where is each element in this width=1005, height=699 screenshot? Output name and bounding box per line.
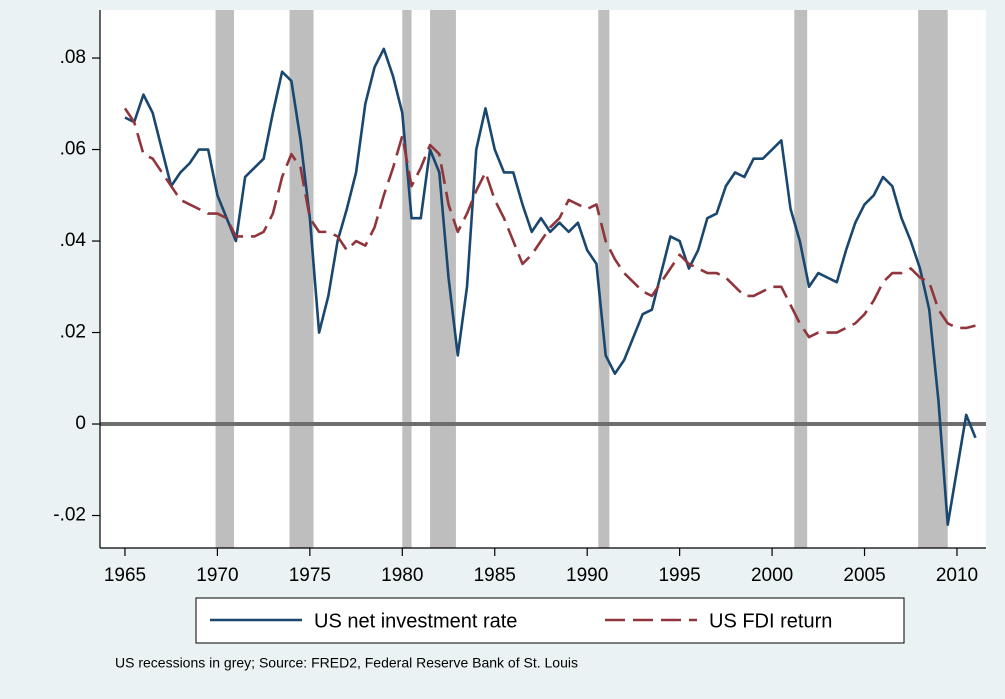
x-tick-label: 1980 bbox=[381, 565, 423, 586]
x-tick-label: 1965 bbox=[104, 565, 146, 586]
x-tick-label: 1975 bbox=[289, 565, 331, 586]
y-tick-label: .06 bbox=[60, 139, 86, 160]
x-tick-label: 2010 bbox=[936, 565, 978, 586]
series-lines bbox=[123, 47, 977, 526]
recession-band bbox=[794, 10, 808, 548]
x-tick-label: 2005 bbox=[843, 565, 885, 586]
recession-band bbox=[215, 10, 235, 548]
series-line bbox=[124, 47, 977, 526]
legend-label: US FDI return bbox=[709, 610, 832, 632]
x-tick-label: 1995 bbox=[658, 565, 700, 586]
legend-box bbox=[195, 597, 905, 644]
legend: US net investment rate US FDI return bbox=[210, 610, 832, 632]
x-tick-label: 1985 bbox=[474, 565, 516, 586]
y-tick-label: .02 bbox=[60, 322, 86, 343]
y-tick-label: .08 bbox=[60, 47, 86, 68]
legend-label: US net investment rate bbox=[314, 610, 517, 632]
x-tick-label: 1990 bbox=[566, 565, 608, 586]
y-tick-label: -.02 bbox=[53, 505, 86, 526]
source-note: US recessions in grey; Source: FRED2, Fe… bbox=[115, 655, 578, 671]
recession-band bbox=[430, 10, 456, 548]
y-tick-label: 0 bbox=[75, 413, 86, 434]
x-tick-label: 2000 bbox=[751, 565, 793, 586]
x-tick-label: 1970 bbox=[196, 565, 238, 586]
recession-band bbox=[598, 10, 610, 548]
recession-band bbox=[402, 10, 412, 548]
y-tick-label: .04 bbox=[60, 230, 87, 251]
axes: -.02 0 .02 .04 .06 .08 1965 1970 1975 1980 1985 199… bbox=[53, 10, 986, 586]
series-line bbox=[123, 107, 976, 339]
